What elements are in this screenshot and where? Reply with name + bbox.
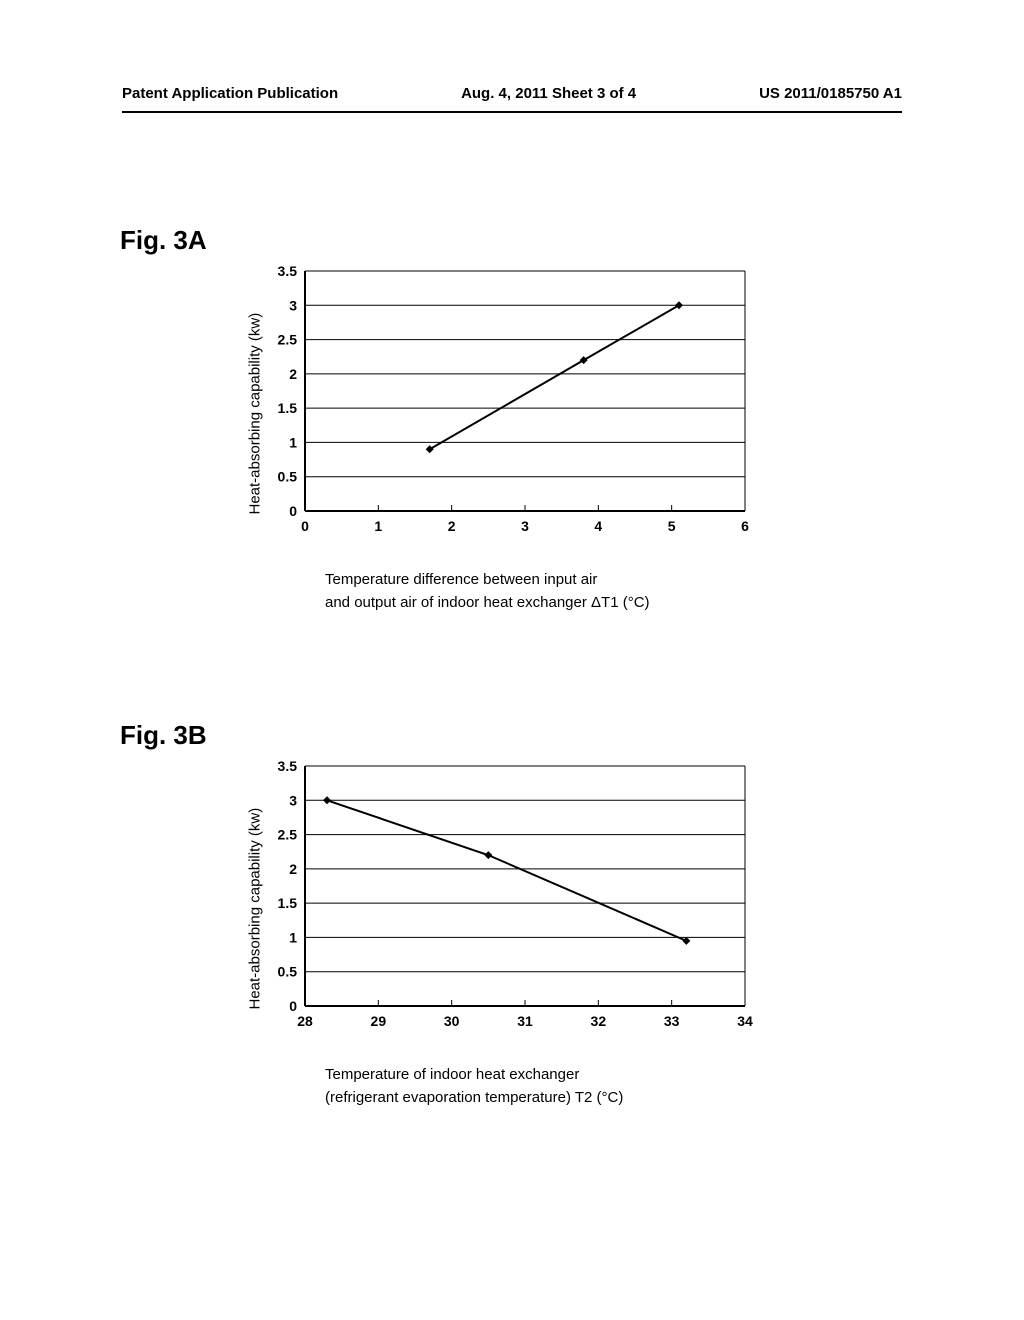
- svg-text:1: 1: [289, 929, 297, 945]
- svg-text:3: 3: [521, 518, 529, 534]
- header-row: Patent Application Publication Aug. 4, 2…: [122, 85, 902, 102]
- svg-text:6: 6: [741, 518, 749, 534]
- svg-text:0: 0: [289, 998, 297, 1014]
- figure-3a-chart: 0 0.5 1 1.5 2 2.5 3 3.5 0 1 2 3 4 5 6: [250, 261, 770, 551]
- figure-3b-chart: 0 0.5 1 1.5 2 2.5 3 3.5 28 29 30 31 32 33 34: [250, 756, 770, 1046]
- svg-text:31: 31: [517, 1013, 533, 1029]
- figure-3a-chart-wrap: Heat-absorbing capability (kw) 0 0.5 1 1.5 2…: [250, 261, 900, 614]
- svg-text:1.5: 1.5: [278, 400, 298, 416]
- svg-text:2: 2: [289, 366, 297, 382]
- figure-3a-xlabel-line1: Temperature difference between input air: [325, 569, 900, 592]
- svg-text:28: 28: [297, 1013, 313, 1029]
- svg-text:2.5: 2.5: [278, 827, 298, 843]
- svg-text:30: 30: [444, 1013, 460, 1029]
- svg-text:5: 5: [668, 518, 676, 534]
- svg-text:29: 29: [371, 1013, 387, 1029]
- svg-text:3.5: 3.5: [278, 758, 298, 774]
- figure-3b-ylabel: Heat-absorbing capability (kw): [247, 770, 264, 1010]
- page-root: Patent Application Publication Aug. 4, 2…: [0, 0, 1024, 1320]
- svg-text:1.5: 1.5: [278, 895, 298, 911]
- figure-3b-xlabel-line1: Temperature of indoor heat exchanger: [325, 1064, 900, 1087]
- svg-text:3: 3: [289, 792, 297, 808]
- header-right: US 2011/0185750 A1: [759, 85, 902, 102]
- figure-3a-xlabel-line2: and output air of indoor heat exchanger …: [325, 592, 900, 615]
- svg-text:1: 1: [374, 518, 382, 534]
- svg-text:34: 34: [737, 1013, 753, 1029]
- figure-3a-ylabel: Heat-absorbing capability (kw): [247, 275, 264, 515]
- figure-3a-label: Fig. 3A: [120, 225, 900, 256]
- figure-3a-block: Fig. 3A Heat-absorbing capability (kw) 0…: [120, 225, 900, 614]
- svg-text:0.5: 0.5: [278, 964, 298, 980]
- svg-text:33: 33: [664, 1013, 680, 1029]
- svg-text:2: 2: [289, 861, 297, 877]
- svg-text:2.5: 2.5: [278, 332, 298, 348]
- figure-3b-xlabel-group: Temperature of indoor heat exchanger (re…: [325, 1064, 900, 1109]
- header-mid: Aug. 4, 2011 Sheet 3 of 4: [461, 85, 636, 102]
- svg-text:0: 0: [289, 503, 297, 519]
- svg-text:32: 32: [591, 1013, 607, 1029]
- header-rule: [122, 111, 902, 113]
- svg-text:0.5: 0.5: [278, 469, 298, 485]
- header-left: Patent Application Publication: [122, 85, 338, 102]
- figure-3b-block: Fig. 3B Heat-absorbing capability (kw) 0…: [120, 720, 900, 1109]
- svg-text:1: 1: [289, 434, 297, 450]
- svg-text:0: 0: [301, 518, 309, 534]
- svg-text:3.5: 3.5: [278, 263, 298, 279]
- figure-3b-label: Fig. 3B: [120, 720, 900, 751]
- svg-text:2: 2: [448, 518, 456, 534]
- figure-3a-xlabel-group: Temperature difference between input air…: [325, 569, 900, 614]
- svg-text:4: 4: [594, 518, 602, 534]
- svg-text:3: 3: [289, 297, 297, 313]
- figure-3b-chart-wrap: Heat-absorbing capability (kw) 0 0.5 1 1.5 2…: [250, 756, 900, 1109]
- figure-3b-xlabel-line2: (refrigerant evaporation temperature) T2…: [325, 1087, 900, 1110]
